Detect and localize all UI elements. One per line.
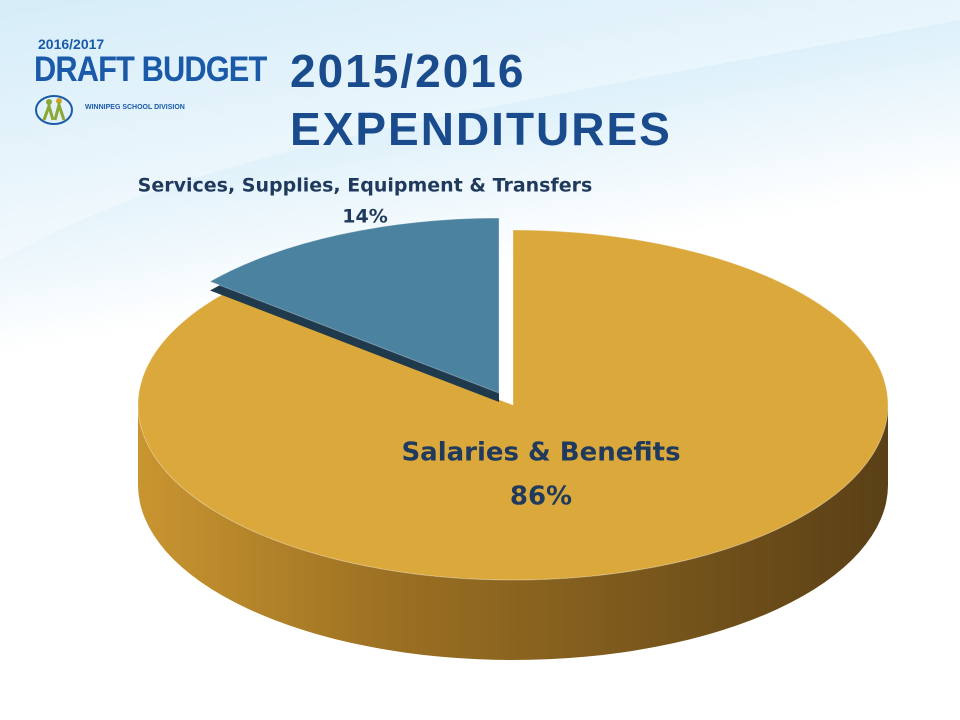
slice-label: Salaries & Benefits	[401, 438, 680, 468]
background-wave	[0, 0, 960, 260]
brand-title: DRAFT BUDGET	[34, 50, 267, 89]
brand-organization: WINNIPEG SCHOOL DIVISION	[85, 104, 185, 111]
slice	[208, 217, 500, 394]
value-label: 14%	[342, 206, 387, 228]
logo-icon	[35, 95, 73, 125]
pie: Salaries & Benefits 86% Services, Supplies…	[137, 175, 889, 660]
brand-year: 2016/2017	[38, 36, 105, 52]
slice	[137, 229, 889, 581]
slice-label: Services, Supplies, Equipment & Transfer…	[138, 175, 593, 197]
slice-side	[138, 405, 888, 660]
value-label: 86%	[510, 482, 572, 512]
chart-title: 2015/2016 EXPENDITURES	[290, 45, 672, 155]
